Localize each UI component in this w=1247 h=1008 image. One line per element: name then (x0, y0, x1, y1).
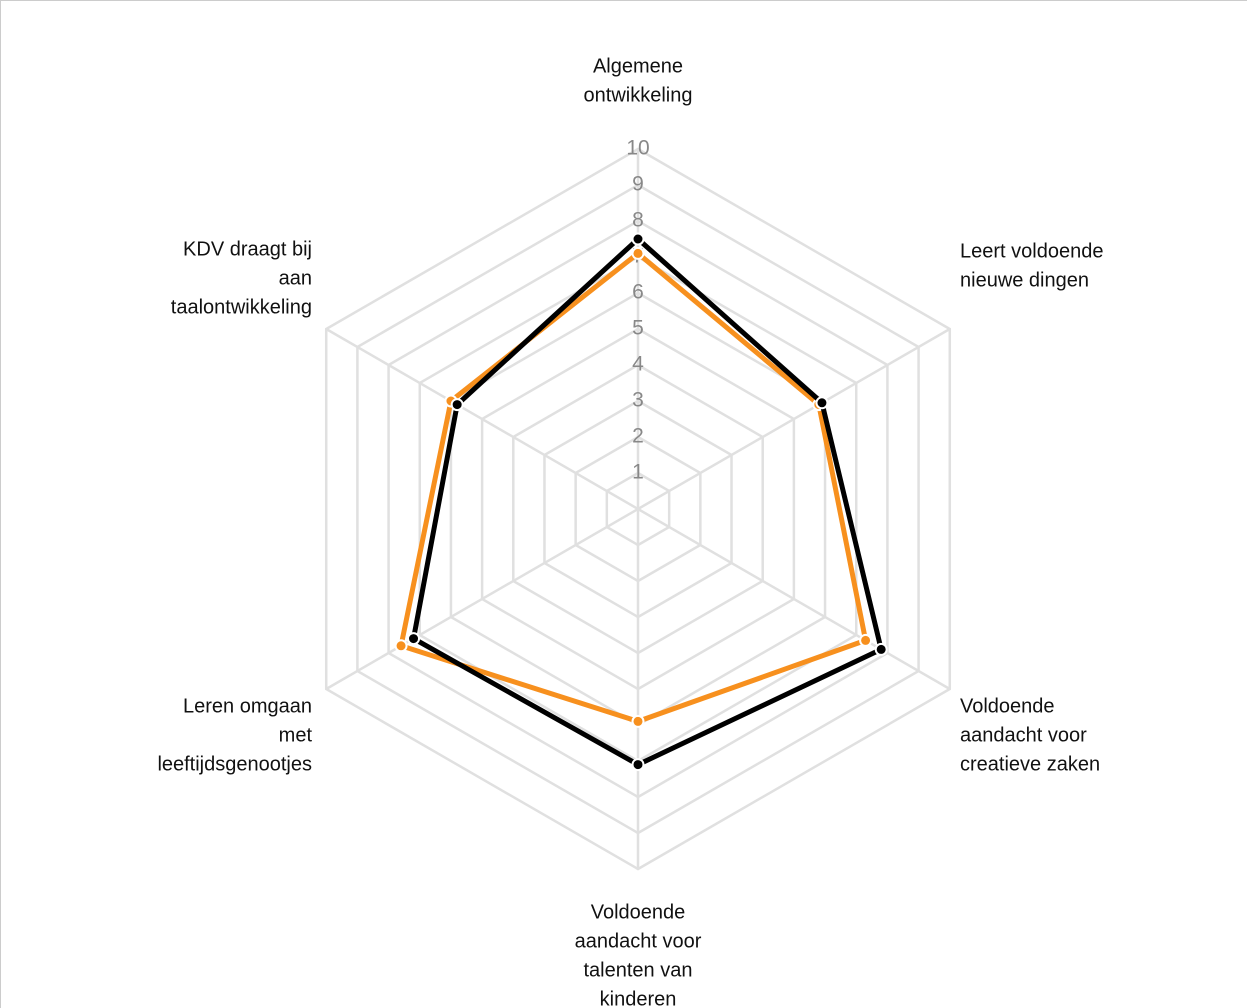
data-point (631, 714, 645, 728)
axis-label: aandacht voor (960, 724, 1087, 746)
axis-label: aan (279, 267, 312, 289)
data-point (631, 246, 645, 260)
axis-label: KDV draagt bij (183, 238, 312, 260)
axis-label: Leren omgaan (183, 695, 312, 717)
axis-label: Voldoende (960, 695, 1055, 717)
series-line (411, 236, 884, 768)
data-point (407, 632, 421, 646)
data-point (631, 758, 645, 772)
tick-label: 10 (626, 137, 649, 160)
spoke (325, 507, 639, 691)
spoke (637, 507, 951, 691)
spoke (637, 327, 951, 511)
axis-label: ontwikkeling (584, 84, 693, 106)
axis-label: Leert voldoende (960, 240, 1103, 262)
tick-label: 4 (632, 353, 644, 376)
axis-label: creatieve zaken (960, 753, 1100, 775)
data-point (450, 398, 464, 412)
tick-label: 3 (632, 389, 644, 412)
axis-label: kinderen (600, 988, 677, 1008)
axis-label: met (279, 724, 313, 746)
tick-label: 8 (632, 209, 644, 232)
data-point (874, 642, 888, 656)
axis-label: Algemene (593, 55, 683, 77)
data-point (859, 633, 873, 647)
axis-label: Voldoende (591, 901, 686, 923)
tick-label: 6 (632, 281, 644, 304)
tick-label: 1 (632, 461, 644, 484)
data-point (631, 232, 645, 246)
data-point (394, 639, 408, 653)
spoke (325, 327, 639, 511)
axis-label: talenten van (584, 959, 693, 981)
axis-label: leeftijdsgenootjes (157, 753, 312, 775)
axis-label: aandacht voor (575, 930, 702, 952)
axis-label: taalontwikkeling (171, 296, 312, 318)
tick-label: 9 (632, 173, 644, 196)
data-point (815, 396, 829, 410)
tick-label: 5 (632, 317, 644, 340)
tick-label: 2 (632, 425, 644, 448)
axis-label: nieuwe dingen (960, 269, 1089, 291)
